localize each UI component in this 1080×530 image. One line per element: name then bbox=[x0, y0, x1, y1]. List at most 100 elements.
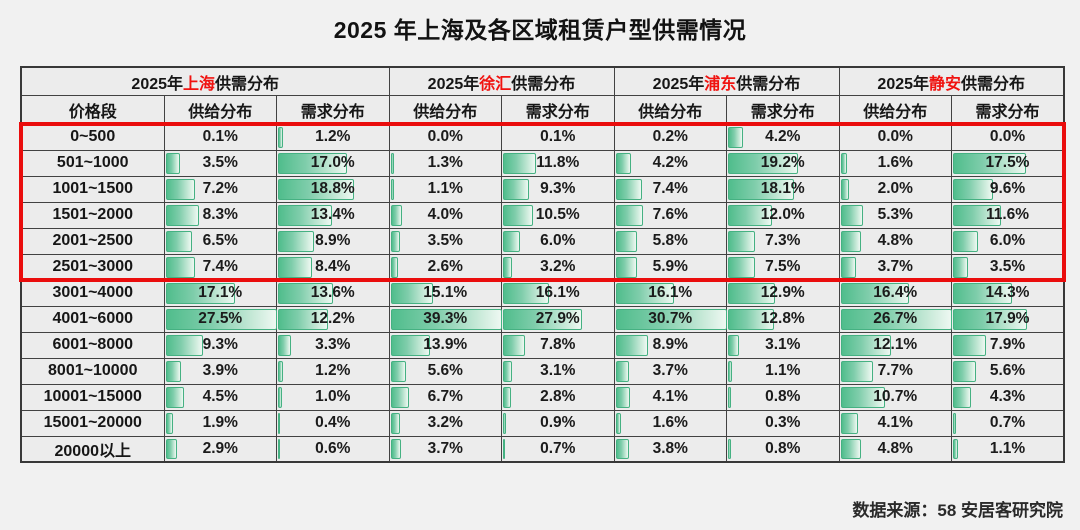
cell-content: 5.6% bbox=[390, 359, 502, 384]
cell-value: 7.7% bbox=[877, 362, 913, 379]
region-name-highlight: 静安 bbox=[929, 75, 962, 93]
cell-value: 5.6% bbox=[989, 362, 1026, 379]
cell-content: 0.0% bbox=[840, 125, 952, 150]
cell-content: 17.0% bbox=[277, 151, 389, 176]
price-header: 价格段 bbox=[20, 95, 165, 125]
cell-value: 7.2% bbox=[202, 180, 238, 197]
cell-value: 1.6% bbox=[877, 154, 913, 171]
data-bar bbox=[503, 282, 549, 304]
demand-value-cell: 3.5% bbox=[951, 253, 1065, 281]
region-name-highlight: 徐汇 bbox=[479, 75, 512, 93]
cell-value: 0.7% bbox=[540, 439, 576, 457]
data-bar bbox=[503, 152, 537, 174]
cell-content: 4.1% bbox=[615, 385, 727, 410]
price-band-cell: 4001~6000 bbox=[20, 305, 165, 333]
supply-value-cell: 3.2% bbox=[388, 409, 502, 437]
data-bar bbox=[278, 386, 282, 408]
cell-value: 17.1% bbox=[198, 284, 243, 301]
cell-value: 4.0% bbox=[427, 206, 463, 223]
cell-content: 0.3% bbox=[727, 411, 839, 436]
supply-value-cell: 16.4% bbox=[838, 279, 952, 307]
demand-value-cell: 6.0% bbox=[951, 227, 1065, 255]
data-bar bbox=[728, 126, 744, 148]
cell-content: 19.2% bbox=[727, 151, 839, 176]
demand-value-cell: 10.5% bbox=[501, 201, 615, 229]
cell-value: 6.7% bbox=[427, 388, 463, 405]
cell-value: 3.7% bbox=[652, 362, 688, 379]
data-bar bbox=[840, 308, 952, 330]
cell-value: 4.8% bbox=[877, 232, 913, 249]
supply-value-cell: 4.8% bbox=[838, 435, 952, 463]
cell-value: 7.3% bbox=[765, 232, 801, 249]
data-bar bbox=[840, 386, 886, 408]
data-bar bbox=[953, 334, 986, 356]
cell-value: 17.5% bbox=[985, 154, 1030, 171]
cell-value: 0.1% bbox=[202, 128, 238, 145]
cell-content: 0.1% bbox=[502, 125, 614, 150]
cell-content: 27.5% bbox=[165, 307, 277, 332]
supply-value-cell: 5.8% bbox=[613, 227, 727, 255]
cell-content: 4.2% bbox=[615, 151, 727, 176]
cell-content: 11.8% bbox=[502, 151, 614, 176]
cell-content: 12.2% bbox=[277, 307, 389, 332]
demand-value-cell: 12.8% bbox=[726, 305, 840, 333]
cell-value: 3.5% bbox=[427, 232, 463, 249]
demand-value-cell: 7.8% bbox=[501, 331, 615, 359]
table-row: 4001~6000 27.5% 12.2% 39.3% 27.9% 30.7% 12.8% 2… bbox=[20, 305, 1065, 333]
supply-value-cell: 4.0% bbox=[388, 201, 502, 229]
cell-value: 27.5% bbox=[198, 310, 243, 327]
supply-value-cell: 6.5% bbox=[163, 227, 277, 255]
demand-value-cell: 1.2% bbox=[276, 357, 390, 385]
supply-header: 供给分布 bbox=[838, 95, 952, 125]
data-bar bbox=[165, 334, 204, 356]
cell-value: 3.7% bbox=[877, 258, 913, 275]
data-bar bbox=[840, 152, 848, 174]
supply-header: 供给分布 bbox=[613, 95, 727, 125]
cell-content: 1.1% bbox=[952, 437, 1063, 462]
data-bar bbox=[728, 360, 732, 382]
region-name-highlight: 浦东 bbox=[704, 75, 737, 93]
data-bar bbox=[165, 282, 235, 304]
region-group-header-row: 2025年上海供需分布 2025年徐汇供需分布 2025年浦东供需分布 2025年静安… bbox=[20, 66, 1065, 96]
table-row: 0~500 0.1% 1.2% 0.0% 0.1% 0.2% 4.2% 0.0% 0.0% bbox=[20, 123, 1065, 151]
cell-content: 17.1% bbox=[165, 281, 277, 306]
price-band-cell: 6001~8000 bbox=[20, 331, 165, 359]
cell-value: 5.3% bbox=[877, 206, 913, 223]
supply-value-cell: 1.6% bbox=[613, 409, 727, 437]
cell-content: 9.6% bbox=[952, 177, 1063, 202]
price-band-cell: 0~500 bbox=[20, 123, 165, 151]
data-bar bbox=[165, 386, 184, 408]
cell-value: 3.3% bbox=[315, 336, 351, 353]
price-band-cell: 2001~2500 bbox=[20, 227, 165, 255]
cell-value: 3.2% bbox=[540, 258, 576, 275]
demand-value-cell: 0.8% bbox=[726, 383, 840, 411]
cell-content: 12.1% bbox=[840, 333, 952, 358]
cell-value: 4.3% bbox=[989, 388, 1026, 405]
supply-value-cell: 3.5% bbox=[163, 149, 277, 177]
cell-content: 7.7% bbox=[840, 359, 952, 384]
cell-value: 0.6% bbox=[315, 439, 351, 457]
data-bar bbox=[390, 204, 402, 226]
cell-value: 7.4% bbox=[202, 258, 238, 275]
cell-value: 13.4% bbox=[310, 206, 355, 223]
cell-content: 0.6% bbox=[277, 437, 389, 462]
cell-content: 2.6% bbox=[390, 255, 502, 280]
cell-content: 0.8% bbox=[727, 437, 839, 462]
price-band-cell: 8001~10000 bbox=[20, 357, 165, 385]
data-bar bbox=[165, 152, 180, 174]
cell-value: 7.5% bbox=[765, 258, 801, 275]
cell-content: 8.9% bbox=[277, 229, 389, 254]
cell-value: 1.0% bbox=[315, 388, 351, 405]
cell-value: 16.1% bbox=[535, 284, 580, 301]
demand-value-cell: 7.3% bbox=[726, 227, 840, 255]
cell-content: 10.5% bbox=[502, 203, 614, 228]
cell-value: 4.2% bbox=[652, 154, 688, 171]
data-bar bbox=[953, 178, 993, 200]
cell-value: 12.2% bbox=[310, 310, 355, 327]
supply-value-cell: 7.6% bbox=[613, 201, 727, 229]
data-bar bbox=[953, 308, 1028, 330]
region-group-header: 2025年徐汇供需分布 bbox=[388, 66, 615, 96]
data-bar bbox=[278, 360, 283, 382]
data-bar bbox=[165, 412, 174, 434]
cell-content: 26.7% bbox=[840, 307, 952, 332]
